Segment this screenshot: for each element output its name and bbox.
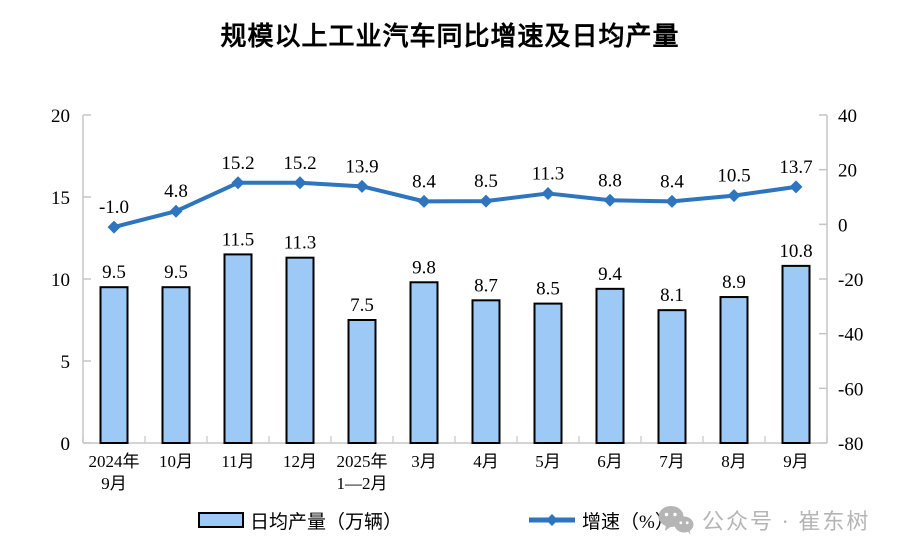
growth-line	[112, 180, 798, 230]
line-value-label: 15.2	[283, 153, 316, 174]
line-value-label: 11.3	[532, 163, 565, 184]
x-axis-category-label: 6月	[597, 452, 623, 471]
x-axis-category-label: 2024年 9月	[89, 452, 140, 493]
x-axis-category-label: 9月	[783, 452, 809, 471]
line-value-label: 15.2	[221, 153, 254, 174]
bar	[595, 287, 625, 444]
line-value-label: 8.4	[660, 171, 684, 192]
line-marker	[665, 194, 679, 208]
x-axis-category-label: 11月	[221, 452, 254, 471]
line-marker	[417, 194, 431, 208]
bar-value-label: 8.5	[536, 279, 560, 300]
bar-value-label: 7.5	[350, 295, 374, 316]
x-axis-category-label: 10月	[159, 452, 193, 471]
right-axis-tick-label: 40	[838, 106, 857, 127]
bar	[161, 286, 191, 445]
x-axis-category-label: 4月	[473, 452, 499, 471]
x-axis-category-label: 2025年 1—2月	[337, 452, 388, 493]
line-value-label: 8.8	[598, 170, 622, 191]
right-axis-tick-label: -20	[838, 270, 863, 291]
line-marker	[541, 186, 555, 200]
bar-value-label: 9.5	[102, 262, 126, 283]
bar	[99, 286, 129, 445]
x-axis-category-label: 12月	[283, 452, 317, 471]
bar	[533, 302, 563, 444]
line-series-swatch	[529, 514, 575, 526]
right-axis-tick-label: 0	[838, 215, 848, 236]
bar-value-label: 8.1	[660, 285, 684, 306]
line-value-label: 8.4	[412, 171, 436, 192]
line-marker	[169, 204, 183, 218]
bar-value-label: 11.5	[222, 229, 255, 250]
bar	[347, 319, 377, 444]
line-value-label: 4.8	[164, 181, 188, 202]
line-marker	[293, 176, 307, 190]
x-axis-category-label: 5月	[535, 452, 561, 471]
x-axis-category-label: 3月	[411, 452, 437, 471]
line-marker	[355, 179, 369, 193]
right-axis-tick-label: -40	[838, 325, 863, 346]
left-axis-tick-label: 10	[51, 270, 70, 291]
x-axis-category-label: 7月	[659, 452, 685, 471]
bar	[781, 264, 811, 444]
line-value-label: -1.0	[99, 197, 129, 218]
line-value-label: 8.5	[474, 171, 498, 192]
line-value-label: 13.9	[345, 156, 378, 177]
line-marker	[107, 220, 121, 234]
line-value-label: 13.7	[779, 157, 812, 178]
bar	[657, 309, 687, 444]
bar	[285, 256, 315, 444]
bar-value-label: 8.9	[722, 272, 746, 293]
right-axis-tick-label: -80	[838, 434, 863, 455]
bar	[223, 253, 253, 444]
legend-item-daily-output: 日均产量（万辆）	[198, 507, 402, 533]
left-axis-tick-label: 15	[51, 188, 70, 209]
bar	[409, 281, 439, 444]
bar-series-swatch	[198, 512, 244, 528]
line-marker	[727, 189, 741, 203]
bar	[471, 299, 501, 444]
line-value-label: 10.5	[717, 166, 750, 187]
chart-title: 规模以上工业汽车同比增速及日均产量	[220, 21, 680, 51]
left-axis-tick-label: 0	[61, 434, 71, 455]
right-axis-tick-label: 20	[838, 161, 857, 182]
bar-value-label: 11.3	[284, 233, 317, 254]
line-marker	[789, 180, 803, 194]
watermark: 公众号 · 崔东树	[658, 503, 870, 537]
wechat-icon	[658, 506, 694, 535]
bar-value-label: 9.4	[598, 264, 622, 285]
legend-label-growth: 增速（%）	[582, 511, 674, 533]
line-marker	[231, 176, 245, 190]
right-axis-tick-label: -60	[838, 379, 863, 400]
left-axis-tick-label: 20	[51, 106, 70, 127]
legend-item-growth: 增速（%）	[528, 507, 674, 533]
left-axis-tick-label: 5	[61, 352, 71, 373]
legend-label-daily-output: 日均产量（万辆）	[250, 511, 403, 533]
bar-value-label: 8.7	[474, 275, 498, 296]
x-axis-category-label: 8月	[721, 452, 747, 471]
bar-value-label: 10.8	[779, 241, 812, 262]
line-marker	[603, 193, 617, 207]
line-marker	[479, 194, 493, 208]
bar-value-label: 9.8	[412, 257, 436, 278]
watermark-text: 公众号 · 崔东树	[702, 509, 871, 534]
bar-value-label: 9.5	[164, 262, 188, 283]
bar	[719, 296, 749, 445]
